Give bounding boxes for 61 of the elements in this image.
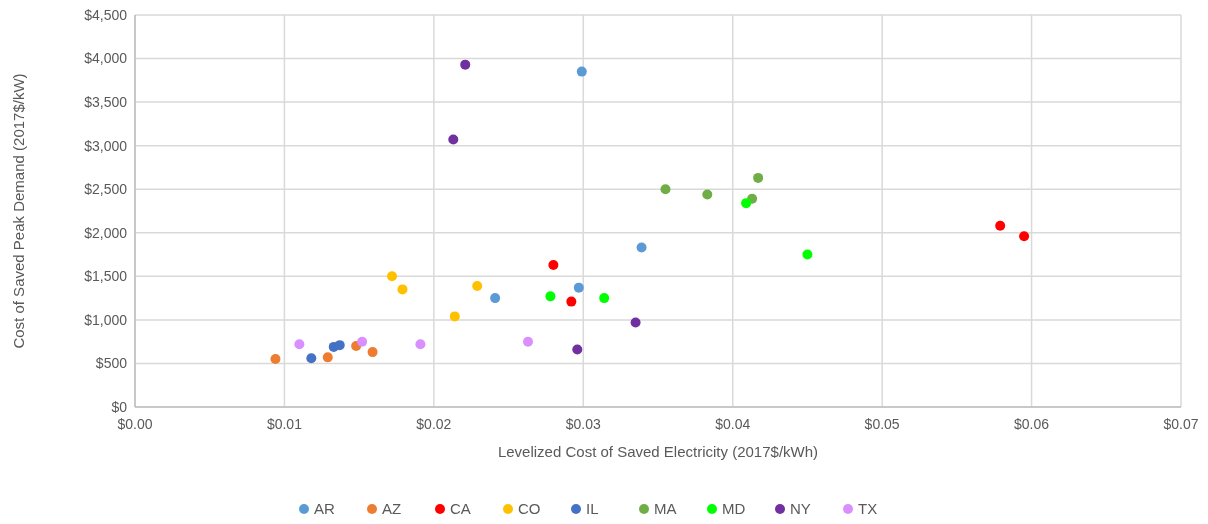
point [367, 347, 378, 358]
legend-label: CO [518, 500, 541, 518]
y-tick-label: $1,000 [84, 311, 128, 328]
legend-label: MD [722, 500, 746, 518]
point [523, 336, 533, 347]
point [636, 242, 647, 253]
y-tick-label: $2,500 [84, 181, 128, 198]
point [334, 340, 345, 351]
point [1019, 231, 1030, 242]
point [460, 59, 471, 70]
point [472, 280, 483, 291]
x-tick-label: $0.03 [565, 416, 602, 432]
y-tick-label: $1,500 [84, 268, 128, 285]
point [566, 296, 577, 307]
point [387, 271, 398, 282]
point [448, 134, 459, 145]
y-axis-title: Cost of Saved Peak Demand (2017$/kW) [10, 73, 27, 349]
y-tick-label: $3,500 [84, 94, 128, 111]
y-tick-label: $4,500 [84, 6, 128, 23]
point [357, 336, 368, 347]
x-tick-label: $0.02 [416, 416, 452, 432]
point [995, 220, 1006, 231]
point [573, 282, 584, 293]
x-tick-label: $0.06 [1014, 416, 1050, 432]
point [270, 354, 281, 365]
point [545, 291, 556, 302]
point [572, 344, 583, 355]
legend-label: AZ [382, 500, 402, 518]
legend-label: IL [586, 500, 599, 518]
legend-label: CA [450, 500, 471, 518]
y-tick-label: $4,000 [84, 50, 128, 67]
point [576, 66, 587, 77]
point [630, 317, 641, 328]
y-tick-label: $0 [111, 398, 128, 415]
point [802, 249, 813, 260]
point [415, 339, 426, 350]
x-tick-label: $0.07 [1163, 416, 1199, 432]
y-tick-label: $500 [95, 355, 128, 372]
point [322, 352, 333, 363]
legend-label: NY [790, 500, 811, 518]
point [741, 198, 752, 209]
point [397, 284, 408, 295]
point [753, 172, 764, 183]
point [548, 260, 559, 271]
y-tick-label: $2,000 [84, 224, 128, 241]
legend-label: TX [858, 500, 878, 518]
x-tick-label: $0.04 [715, 416, 751, 432]
x-tick-label: $0.05 [864, 416, 900, 432]
point [449, 311, 460, 322]
x-tick-label: $0.00 [117, 416, 153, 432]
x-tick-label: $0.01 [266, 416, 303, 432]
point [660, 184, 671, 195]
point [294, 339, 305, 350]
point [599, 293, 610, 304]
x-axis-title: Levelized Cost of Saved Electricity (2017$/kWh) [497, 443, 819, 460]
point [702, 189, 713, 200]
point [490, 293, 501, 304]
legend-label: AR [314, 500, 335, 518]
point [306, 353, 317, 364]
legend-label: MA [654, 500, 677, 518]
y-tick-label: $3,000 [84, 137, 128, 154]
